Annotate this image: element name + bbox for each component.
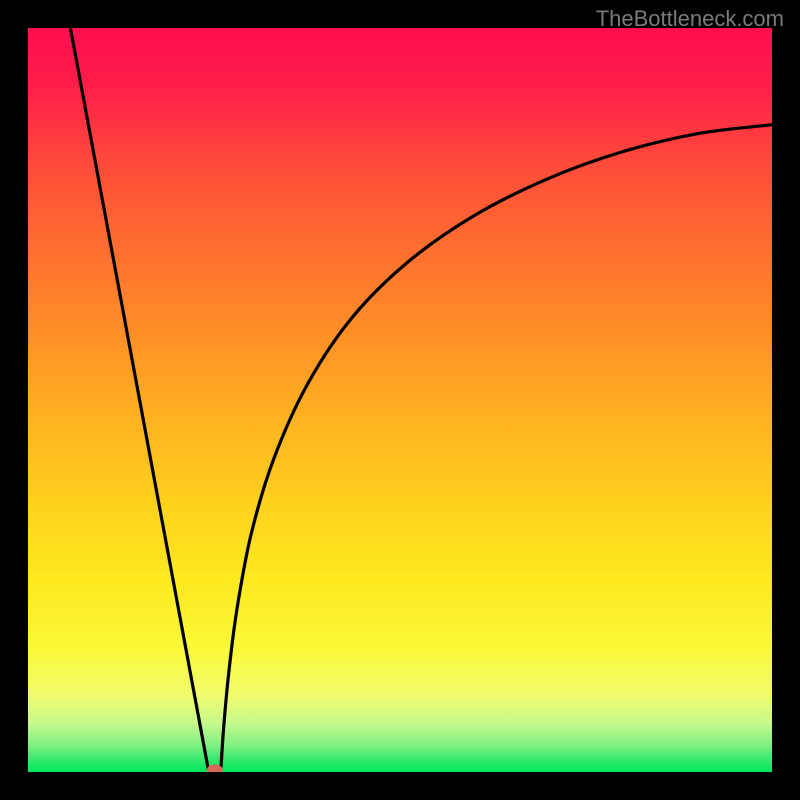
- plot-area: [28, 28, 772, 772]
- curve-right-ascent: [221, 125, 772, 772]
- curve-left-descent: [70, 28, 208, 772]
- curve-layer: [28, 28, 772, 772]
- source-watermark: TheBottleneck.com: [596, 6, 784, 32]
- outer-frame: TheBottleneck.com: [0, 0, 800, 800]
